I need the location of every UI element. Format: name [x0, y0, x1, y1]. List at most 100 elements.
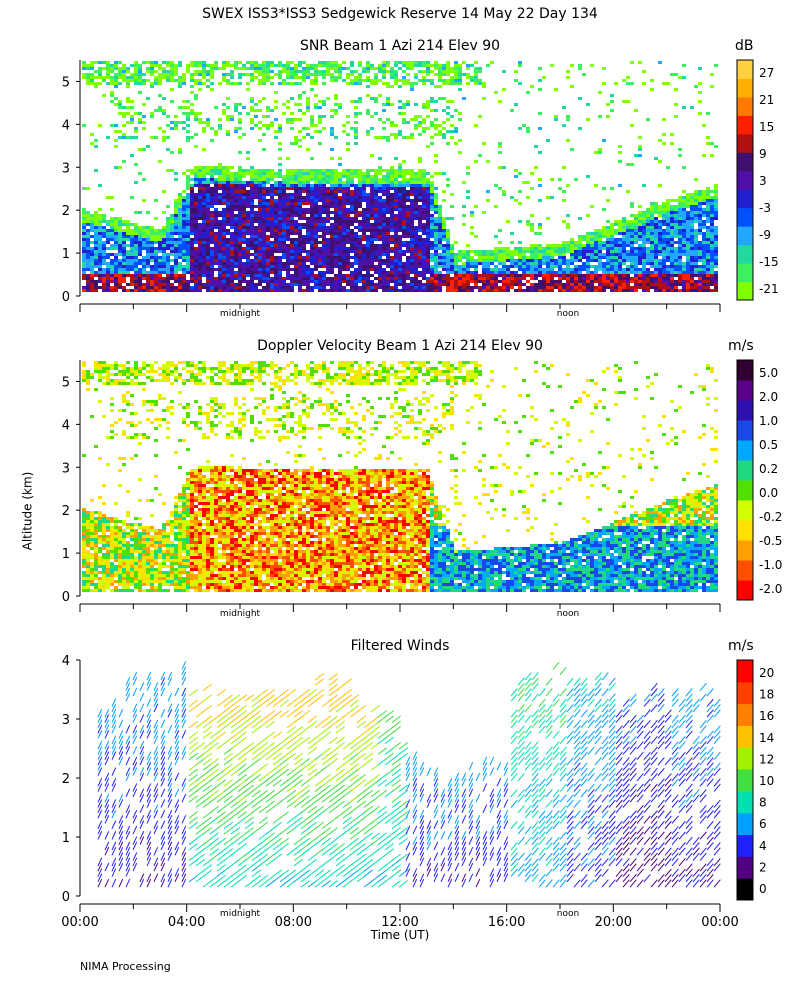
- heatmap-cell: [410, 175, 414, 178]
- heatmap-cell: [118, 103, 122, 106]
- heatmap-cell: [378, 283, 382, 286]
- heatmap-cell: [362, 217, 366, 220]
- heatmap-cell: [302, 127, 306, 130]
- heatmap-cell: [246, 271, 250, 274]
- heatmap-cell: [338, 253, 342, 256]
- heatmap-cell: [494, 184, 498, 187]
- heatmap-cell: [230, 208, 234, 211]
- heatmap-cell: [262, 169, 266, 172]
- heatmap-cell: [206, 262, 210, 265]
- heatmap-cell: [274, 280, 278, 283]
- heatmap-cell: [210, 139, 214, 142]
- heatmap-cell: [206, 289, 210, 292]
- heatmap-cell: [194, 202, 198, 205]
- heatmap-cell: [266, 271, 270, 274]
- heatmap-cell: [218, 259, 222, 262]
- heatmap-cell: [258, 181, 262, 184]
- heatmap-cell: [290, 172, 294, 175]
- heatmap-cell: [430, 274, 434, 277]
- heatmap-cell: [110, 76, 114, 79]
- heatmap-cell: [242, 226, 246, 229]
- heatmap-cell: [206, 226, 210, 229]
- heatmap-cell: [250, 202, 254, 205]
- heatmap-cell: [518, 274, 522, 277]
- heatmap-cell: [146, 253, 150, 256]
- heatmap-cell: [434, 100, 438, 103]
- heatmap-cell: [346, 223, 350, 226]
- heatmap-cell: [254, 259, 258, 262]
- heatmap-cell: [606, 244, 610, 247]
- heatmap-cell: [254, 289, 258, 292]
- heatmap-cell: [314, 250, 318, 253]
- heatmap-cell: [290, 112, 294, 115]
- heatmap-cell: [406, 193, 410, 196]
- heatmap-cell: [610, 187, 614, 190]
- heatmap-cell: [366, 226, 370, 229]
- heatmap-cell: [622, 217, 626, 220]
- heatmap-cell: [258, 235, 262, 238]
- heatmap-cell: [202, 76, 206, 79]
- heatmap-cell: [194, 238, 198, 241]
- heatmap-cell: [178, 256, 182, 259]
- heatmap-cell: [418, 157, 422, 160]
- heatmap-cell: [298, 265, 302, 268]
- heatmap-cell: [394, 244, 398, 247]
- heatmap-cell: [402, 289, 406, 292]
- heatmap-cell: [322, 196, 326, 199]
- heatmap-cell: [162, 109, 166, 112]
- heatmap-cell: [230, 202, 234, 205]
- heatmap-cell: [206, 205, 210, 208]
- heatmap-cell: [290, 256, 294, 259]
- heatmap-cell: [246, 223, 250, 226]
- heatmap-cell: [426, 268, 430, 271]
- heatmap-cell: [154, 70, 158, 73]
- heatmap-cell: [634, 268, 638, 271]
- heatmap-cell: [422, 184, 426, 187]
- heatmap-cell: [346, 277, 350, 280]
- heatmap-cell: [402, 220, 406, 223]
- heatmap-cell: [590, 265, 594, 268]
- heatmap-cell: [146, 70, 150, 73]
- heatmap-cell: [330, 181, 334, 184]
- heatmap-cell: [238, 199, 242, 202]
- heatmap-cell: [258, 220, 262, 223]
- heatmap-cell: [458, 67, 462, 70]
- heatmap-cell: [298, 178, 302, 181]
- heatmap-cell: [602, 208, 606, 211]
- heatmap-cell: [566, 223, 570, 226]
- heatmap-cell: [214, 178, 218, 181]
- heatmap-cell: [442, 259, 446, 262]
- heatmap-cell: [282, 280, 286, 283]
- heatmap-cell: [130, 76, 134, 79]
- heatmap-cell: [402, 184, 406, 187]
- heatmap-cell: [398, 163, 402, 166]
- heatmap-cell: [246, 286, 250, 289]
- heatmap-cell: [362, 172, 366, 175]
- heatmap-cell: [434, 124, 438, 127]
- heatmap-cell: [298, 238, 302, 241]
- heatmap-cell: [374, 232, 378, 235]
- heatmap-cell: [134, 76, 138, 79]
- heatmap-cell: [414, 190, 418, 193]
- heatmap-cell: [214, 130, 218, 133]
- heatmap-cell: [118, 241, 122, 244]
- heatmap-cell: [426, 199, 430, 202]
- heatmap-cell: [314, 211, 318, 214]
- heatmap-cell: [526, 265, 530, 268]
- heatmap-cell: [406, 223, 410, 226]
- heatmap-cell: [166, 265, 170, 268]
- heatmap-cell: [278, 61, 282, 64]
- heatmap-cell: [262, 175, 266, 178]
- heatmap-cell: [226, 61, 230, 64]
- heatmap-cell: [630, 61, 634, 64]
- heatmap-cell: [586, 268, 590, 271]
- heatmap-cell: [110, 232, 114, 235]
- heatmap-cell: [358, 181, 362, 184]
- heatmap-cell: [634, 256, 638, 259]
- heatmap-cell: [298, 232, 302, 235]
- heatmap-cell: [90, 256, 94, 259]
- heatmap-cell: [570, 289, 574, 292]
- heatmap-cell: [334, 214, 338, 217]
- heatmap-cell: [254, 217, 258, 220]
- heatmap-cell: [254, 172, 258, 175]
